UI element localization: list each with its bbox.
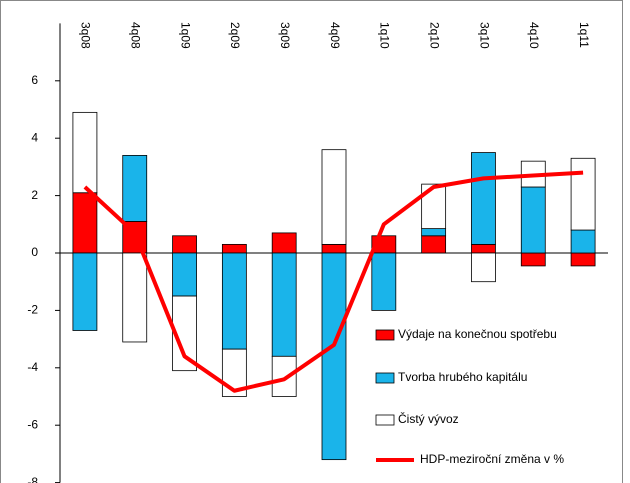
x-tick-label: 4q09 [328,22,342,49]
bar [520,252,546,267]
x-tick-label: 1q09 [178,22,192,49]
bar [271,232,297,254]
bar [520,186,546,254]
y-tick-label: 4 [31,130,38,144]
x-tick-label: 3q08 [79,22,93,49]
bar [471,252,496,283]
line [83,170,584,393]
x-tick-label: 1q11 [577,22,591,48]
legend-label: Tvorba hrubého kapitálu [398,370,527,384]
bar [122,252,148,343]
bar [271,355,297,397]
bar [471,243,496,254]
y-tick-label: -2 [27,303,38,317]
bar [72,192,98,254]
bar [271,252,297,357]
y-tick-label: 6 [31,73,38,87]
x-tick-label: 2q09 [228,22,242,49]
y-tick-label: 2 [31,188,38,202]
bar [570,157,596,231]
x-tick-label: 2q10 [427,22,441,49]
bar [122,155,148,222]
legend-label: Čistý vývoz [398,411,459,426]
x-tick-label: 4q08 [129,22,143,49]
y-tick-label: 0 [31,245,38,259]
bar [72,111,98,194]
bar [471,152,496,245]
y-tick-label: -6 [27,417,38,431]
x-tick-label: 4q10 [527,22,541,49]
bar [321,149,347,245]
bar [72,252,98,331]
x-tick-label: 3q09 [278,22,292,49]
y-tick-label: -8 [27,475,38,483]
bar [221,252,247,350]
x-tick-label: 3q10 [477,22,491,49]
bar [421,228,447,237]
legend-label: HDP-meziroční změna v % [420,452,564,466]
x-tick-label: 1q10 [378,22,392,49]
bar [321,243,347,254]
bar [570,229,596,254]
legend-label: Výdaje na konečnou spotřebu [398,327,557,341]
legend-swatch [375,372,395,384]
legend-swatch [375,414,395,426]
y-tick-label: -4 [27,360,38,374]
legend-swatch [375,329,395,341]
bar [172,252,197,297]
bar [371,252,397,311]
bar [421,235,447,254]
bar [172,235,197,254]
bar [221,243,247,254]
bar [321,252,347,461]
bar [570,252,596,267]
